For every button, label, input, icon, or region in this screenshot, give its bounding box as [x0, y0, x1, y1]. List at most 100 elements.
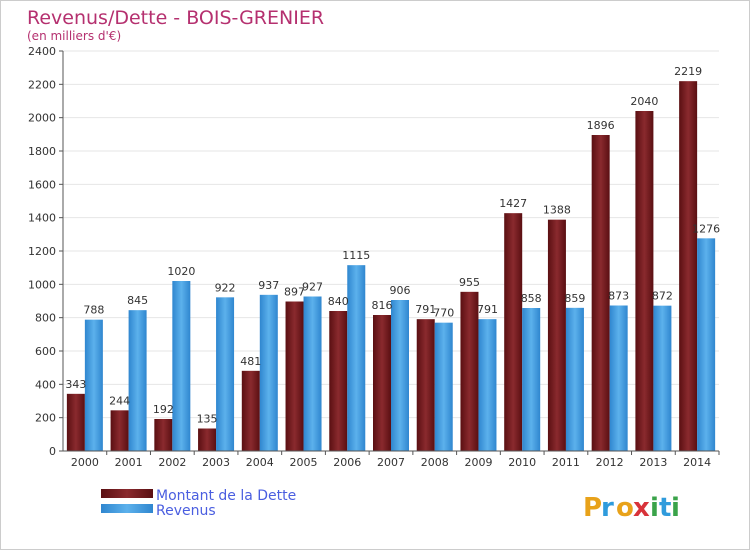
- y-tick-label: 2200: [28, 78, 56, 91]
- y-tick-label: 800: [35, 312, 56, 325]
- bar-debt: [154, 419, 173, 451]
- y-tick-label: 1400: [28, 212, 56, 225]
- bars: [66, 81, 716, 452]
- data-label-revenus: 858: [521, 292, 542, 305]
- y-tick-label: 0: [49, 445, 56, 458]
- bar-revenus: [391, 300, 409, 451]
- x-tick-label: 2000: [71, 456, 99, 469]
- data-label-debt: 791: [415, 303, 436, 316]
- data-label-revenus: 906: [390, 284, 411, 297]
- x-tick-label: 2002: [158, 456, 186, 469]
- data-label-debt: 897: [284, 286, 305, 299]
- data-label-revenus: 872: [652, 290, 673, 303]
- logo-letter-t: t: [659, 493, 671, 523]
- proxiti-logo: P r o x i t i: [583, 493, 680, 523]
- data-label-debt: 135: [197, 413, 218, 426]
- bar-revenus: [609, 305, 628, 451]
- data-label-debt: 816: [372, 299, 393, 312]
- y-tick-label: 2000: [28, 112, 56, 125]
- bar-debt: [504, 213, 523, 451]
- chart-subtitle: (en milliers d'€): [27, 29, 121, 43]
- data-label-revenus: 1020: [167, 265, 195, 278]
- data-label-debt: 2219: [674, 65, 702, 78]
- bar-revenus: [697, 238, 716, 451]
- bar-debt: [373, 315, 391, 451]
- data-label-debt: 1896: [587, 119, 615, 132]
- data-label-revenus: 873: [608, 290, 629, 303]
- data-label-revenus: 937: [258, 279, 279, 292]
- bar-debt: [329, 311, 348, 451]
- data-label-debt: 244: [109, 394, 130, 407]
- logo-letter-p: P: [583, 493, 602, 523]
- bar-revenus: [347, 265, 366, 451]
- legend-swatch-debt: [101, 489, 153, 498]
- data-label-debt: 343: [65, 378, 86, 391]
- logo-letter-i2: i: [671, 493, 680, 523]
- y-tick-label: 1600: [28, 178, 56, 191]
- data-label-revenus: 791: [477, 303, 498, 316]
- data-label-revenus: 927: [302, 281, 323, 294]
- data-label-debt: 2040: [630, 95, 658, 108]
- y-tick-label: 1800: [28, 145, 56, 158]
- bar-revenus: [565, 307, 584, 451]
- bar-revenus: [84, 319, 103, 451]
- data-label-debt: 481: [240, 355, 261, 368]
- bar-debt: [110, 410, 129, 451]
- x-tick-label: 2006: [333, 456, 361, 469]
- bar-debt: [679, 81, 698, 452]
- bar-debt: [198, 428, 217, 451]
- bar-debt: [635, 111, 654, 451]
- data-label-debt: 192: [153, 403, 174, 416]
- chart-title: Revenus/Dette - BOIS-GRENIER: [27, 7, 324, 29]
- data-label-revenus: 1115: [342, 249, 370, 262]
- data-label-revenus: 1276: [692, 222, 720, 235]
- logo-letter-x: x: [633, 493, 650, 523]
- x-tick-label: 2004: [246, 456, 274, 469]
- x-tick-label: 2009: [464, 456, 492, 469]
- data-label-debt: 840: [328, 295, 349, 308]
- data-label-revenus: 922: [215, 281, 236, 294]
- x-tick-label: 2012: [596, 456, 624, 469]
- bar-revenus: [128, 310, 147, 451]
- y-tick-label: 1000: [28, 278, 56, 291]
- x-tick-label: 2011: [552, 456, 580, 469]
- x-tick-label: 2013: [639, 456, 667, 469]
- data-label-revenus: 788: [83, 304, 104, 317]
- data-label-debt: 1427: [499, 197, 527, 210]
- bar-revenus: [434, 322, 453, 451]
- bar-debt: [285, 301, 304, 451]
- bar-debt: [66, 393, 85, 451]
- legend: Montant de la Dette Revenus: [101, 488, 296, 519]
- x-tick-label: 2010: [508, 456, 536, 469]
- bar-revenus: [478, 319, 497, 451]
- bar-debt: [460, 291, 479, 451]
- legend-swatch-revenus: [101, 504, 153, 513]
- y-tick-label: 2400: [28, 45, 56, 58]
- x-tick-label: 2014: [683, 456, 711, 469]
- data-label-revenus: 770: [433, 307, 454, 320]
- y-tick-label: 200: [35, 412, 56, 425]
- x-tick-label: 2008: [421, 456, 449, 469]
- bar-debt: [547, 219, 566, 451]
- bar-revenus: [172, 281, 191, 451]
- data-label-debt: 955: [459, 276, 480, 289]
- x-tick-label: 2001: [115, 456, 143, 469]
- y-tick-label: 600: [35, 345, 56, 358]
- logo-letter-r: r: [601, 493, 614, 523]
- logo-letter-o: o: [616, 493, 634, 523]
- y-tick-label: 400: [35, 378, 56, 391]
- data-label-debt: 1388: [543, 204, 571, 217]
- data-label-revenus: 859: [564, 292, 585, 305]
- data-label-revenus: 845: [127, 294, 148, 307]
- y-tick-label: 1200: [28, 245, 56, 258]
- logo-letter-i1: i: [650, 493, 659, 523]
- legend-label-debt: Montant de la Dette: [156, 488, 296, 504]
- bar-debt: [591, 135, 610, 451]
- legend-label-revenus: Revenus: [156, 503, 216, 519]
- x-tick-label: 2003: [202, 456, 230, 469]
- bar-revenus: [522, 308, 541, 451]
- bar-revenus: [653, 305, 672, 451]
- x-tick-label: 2007: [377, 456, 405, 469]
